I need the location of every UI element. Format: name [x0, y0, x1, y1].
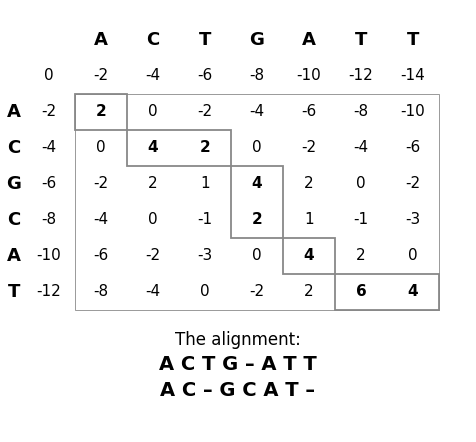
Text: A: A	[302, 31, 316, 49]
Text: -12: -12	[37, 285, 61, 300]
Text: -4: -4	[354, 141, 368, 156]
Text: -2: -2	[41, 104, 57, 119]
Text: 2: 2	[96, 104, 106, 119]
Text: A C T G – A T T: A C T G – A T T	[159, 355, 317, 374]
Text: 2: 2	[356, 248, 366, 263]
Text: -14: -14	[401, 69, 426, 84]
Bar	[127, 130, 231, 166]
Text: -6: -6	[198, 69, 213, 84]
Text: C: C	[147, 31, 159, 49]
Text: 1: 1	[200, 176, 210, 191]
Text: -2: -2	[406, 176, 421, 191]
Text: -2: -2	[93, 69, 109, 84]
Text: 2: 2	[304, 285, 314, 300]
Text: T: T	[355, 31, 367, 49]
Text: T: T	[407, 31, 419, 49]
Text: -1: -1	[198, 213, 213, 228]
Text: -2: -2	[93, 176, 109, 191]
Text: 0: 0	[148, 104, 158, 119]
Text: -8: -8	[93, 285, 109, 300]
Text: -1: -1	[354, 213, 368, 228]
Text: 0: 0	[148, 213, 158, 228]
Text: A: A	[7, 103, 21, 121]
Text: 1: 1	[304, 213, 314, 228]
Text: A: A	[7, 247, 21, 265]
Text: -10: -10	[297, 69, 321, 84]
Text: -4: -4	[146, 69, 160, 84]
Text: -4: -4	[93, 213, 109, 228]
Text: -10: -10	[37, 248, 61, 263]
Text: 0: 0	[252, 141, 262, 156]
Bar	[283, 238, 335, 274]
Text: -8: -8	[354, 104, 368, 119]
Bar	[75, 94, 127, 130]
Text: 0: 0	[96, 141, 106, 156]
Text: 2: 2	[148, 176, 158, 191]
Text: G: G	[249, 31, 265, 49]
Text: 6: 6	[356, 285, 367, 300]
Text: -2: -2	[146, 248, 160, 263]
Text: C: C	[7, 211, 20, 229]
Text: -4: -4	[41, 141, 57, 156]
Text: T: T	[8, 283, 20, 301]
Bar	[75, 94, 439, 310]
Text: 4: 4	[148, 141, 159, 156]
Text: -8: -8	[41, 213, 57, 228]
Text: A C – G C A T –: A C – G C A T –	[160, 381, 316, 400]
Text: The alignment:: The alignment:	[175, 331, 301, 349]
Text: -2: -2	[249, 285, 265, 300]
Bar	[335, 274, 439, 310]
Text: 4: 4	[304, 248, 314, 263]
Text: -4: -4	[249, 104, 265, 119]
Text: 2: 2	[252, 213, 262, 228]
Text: -4: -4	[146, 285, 160, 300]
Text: -3: -3	[198, 248, 213, 263]
Text: -2: -2	[198, 104, 213, 119]
Text: 2: 2	[304, 176, 314, 191]
Bar	[231, 166, 283, 238]
Text: A: A	[94, 31, 108, 49]
Text: 0: 0	[356, 176, 366, 191]
Text: C: C	[7, 139, 20, 157]
Text: -6: -6	[41, 176, 57, 191]
Text: 0: 0	[200, 285, 210, 300]
Text: -2: -2	[301, 141, 317, 156]
Text: 4: 4	[252, 176, 262, 191]
Text: -12: -12	[348, 69, 373, 84]
Text: -10: -10	[401, 104, 426, 119]
Text: 0: 0	[44, 69, 54, 84]
Text: -6: -6	[301, 104, 317, 119]
Text: 0: 0	[408, 248, 418, 263]
Text: 0: 0	[252, 248, 262, 263]
Text: 4: 4	[407, 285, 418, 300]
Text: -6: -6	[93, 248, 109, 263]
Text: -3: -3	[406, 213, 421, 228]
Text: T: T	[199, 31, 211, 49]
Text: G: G	[7, 175, 21, 193]
Text: -6: -6	[406, 141, 421, 156]
Text: 2: 2	[199, 141, 210, 156]
Text: -8: -8	[249, 69, 265, 84]
